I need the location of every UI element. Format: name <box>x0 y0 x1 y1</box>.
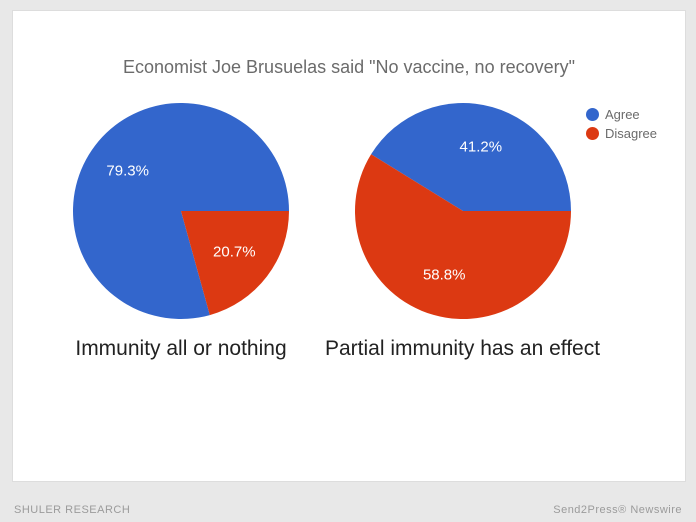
footer-right: Send2Press® Newswire <box>553 504 682 516</box>
chart-title: Economist Joe Brusuelas said "No vaccine… <box>13 57 685 78</box>
outer-frame: Economist Joe Brusuelas said "No vaccine… <box>0 0 696 522</box>
footer-left: SHULER RESEARCH <box>14 504 130 516</box>
pie-right-label-disagree: 58.8% <box>423 267 466 284</box>
pie-left-caption: Immunity all or nothing <box>75 337 286 361</box>
pie-left-block: 79.3% 20.7% Immunity all or nothing <box>73 103 289 361</box>
pie-left: 79.3% 20.7% <box>73 103 289 319</box>
chart-card: Economist Joe Brusuelas said "No vaccine… <box>12 10 686 482</box>
pie-left-label-agree: 79.3% <box>106 162 149 179</box>
footer: SHULER RESEARCH Send2Press® Newswire <box>14 504 682 516</box>
pie-left-svg <box>73 103 289 319</box>
pie-right-svg <box>355 103 571 319</box>
pie-left-label-disagree: 20.7% <box>213 243 256 260</box>
pie-right-label-agree: 41.2% <box>460 138 503 155</box>
pie-right-caption: Partial immunity has an effect <box>325 337 600 361</box>
pies-row: 79.3% 20.7% Immunity all or nothing 41.2… <box>73 103 633 373</box>
pie-right: 41.2% 58.8% <box>355 103 571 319</box>
pie-right-block: 41.2% 58.8% Partial immunity has an effe… <box>325 103 600 361</box>
